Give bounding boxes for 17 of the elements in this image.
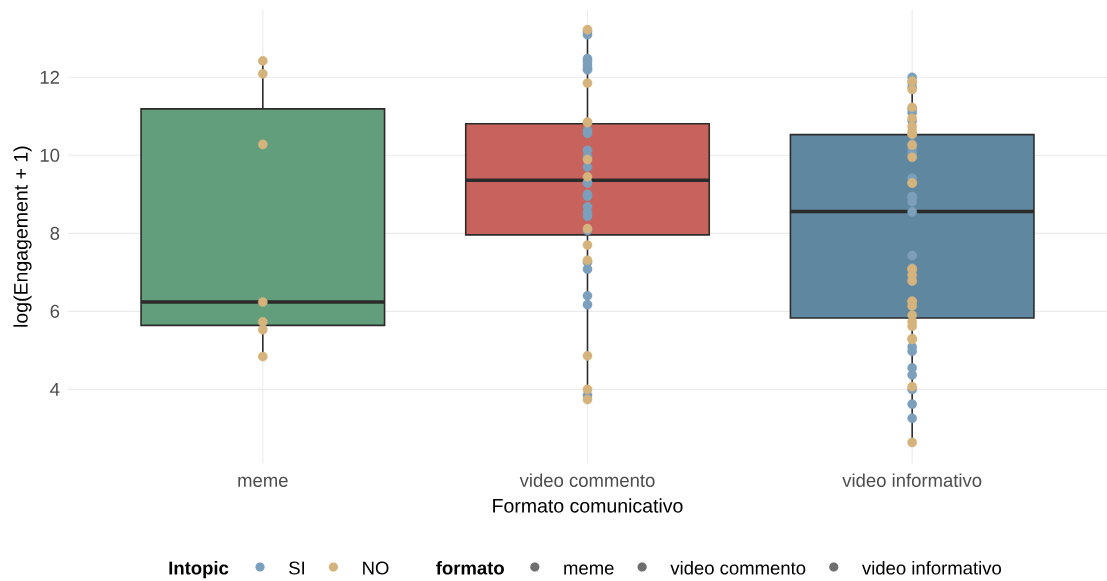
- y-tick-label: 4: [50, 383, 60, 396]
- y-axis-title: log(Engagement + 1): [13, 146, 32, 327]
- category-label: video informativo: [862, 560, 1001, 575]
- category-label: meme: [564, 564, 614, 575]
- x-tick-label: meme: [238, 476, 288, 487]
- legend-label: NO: [363, 561, 389, 575]
- x-tick-label: video commento: [519, 473, 655, 487]
- y-tick-label: 10: [40, 148, 60, 162]
- x-axis-title: Formato comunicativo: [493, 498, 683, 513]
- y-tick-label: 8: [50, 226, 60, 240]
- legend-title: Intopic: [169, 560, 229, 579]
- category-label: video commento: [670, 560, 806, 575]
- y-tick-label: 12: [40, 70, 60, 84]
- text: formato: [436, 560, 504, 575]
- x-tick-label: video informativo: [842, 473, 982, 487]
- y-tick-label: 6: [50, 304, 60, 318]
- legend-label: SI: [289, 561, 305, 575]
